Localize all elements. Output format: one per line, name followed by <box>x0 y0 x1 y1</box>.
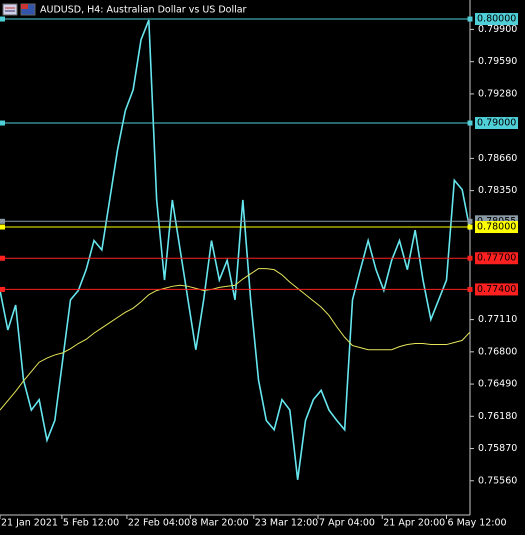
window-icons <box>2 3 36 16</box>
level-label: 0.77400 <box>477 284 516 295</box>
level-handle <box>467 255 473 261</box>
level-handle <box>467 286 473 292</box>
level-handle <box>467 16 473 22</box>
x-tick-label: 6 May 12:00 <box>448 518 507 529</box>
level-handle <box>0 218 5 224</box>
y-tick-label: 0.79900 <box>478 24 517 35</box>
y-tick-label: 0.79280 <box>478 88 517 99</box>
level-handle <box>467 120 473 126</box>
level-handle <box>467 218 473 224</box>
y-tick-label: 0.78660 <box>478 153 517 164</box>
level-handle <box>0 286 5 292</box>
y-tick-label: 0.75870 <box>478 443 517 454</box>
level-label-box <box>475 117 518 130</box>
level-handle <box>0 16 5 22</box>
level-label-box <box>475 221 518 234</box>
x-tick-label: 7 Apr 04:00 <box>319 518 375 529</box>
level-label-box <box>475 283 518 296</box>
level-label-box <box>475 252 518 265</box>
x-tick-label: 8 Mar 20:00 <box>191 518 248 529</box>
level-label-box <box>475 13 518 26</box>
price-line <box>0 19 471 480</box>
y-tick-label: 0.75560 <box>478 475 517 486</box>
x-tick-label: 5 Feb 12:00 <box>63 518 119 529</box>
x-tick-label: 22 Feb 04:00 <box>128 518 190 529</box>
chart-title: AUDUSD, H4: Australian Dollar vs US Doll… <box>40 5 247 16</box>
y-tick-label: 0.77110 <box>478 314 517 325</box>
y-tick-label: 0.78350 <box>478 185 517 196</box>
moving-average-line <box>0 268 471 411</box>
y-tick-label: 0.76800 <box>478 346 517 357</box>
level-label: 0.79000 <box>477 118 516 129</box>
level-handle <box>467 224 473 230</box>
x-tick-label: 21 Apr 20:00 <box>383 518 445 529</box>
y-tick-label: 0.79590 <box>478 56 517 67</box>
x-tick-label: 23 Mar 12:00 <box>255 518 318 529</box>
y-tick-label: 0.76180 <box>478 411 517 422</box>
y-tick-label: 0.76490 <box>478 379 517 390</box>
level-label: 0.80000 <box>477 14 516 25</box>
level-handle <box>0 120 5 126</box>
level-label: 0.77700 <box>477 253 516 264</box>
level-handle <box>0 255 5 261</box>
x-tick-label: 21 Jan 2021 <box>1 518 58 529</box>
level-handle <box>0 224 5 230</box>
level-label: 0.78000 <box>477 222 516 233</box>
